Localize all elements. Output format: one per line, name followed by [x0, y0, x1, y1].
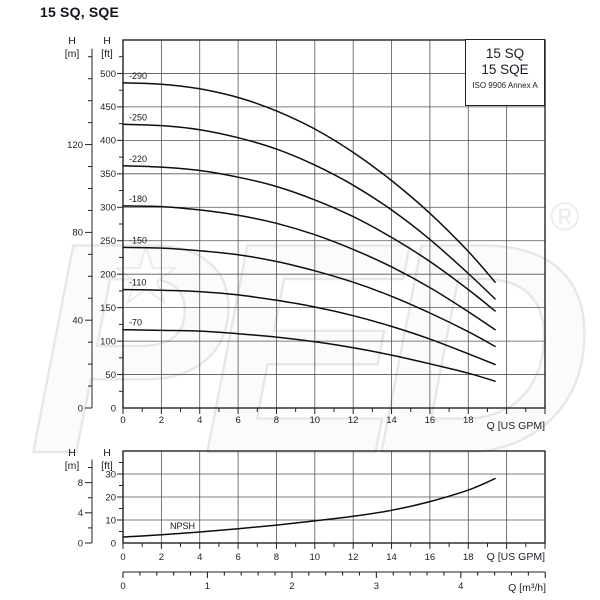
- ft-tick-label: 200: [100, 269, 116, 280]
- x-tick-label: 0: [120, 415, 125, 426]
- npsh-x-axis-title: Q [US GPM]: [487, 551, 545, 563]
- curve-label--70: -70: [129, 318, 142, 328]
- main-ft-axis-unit: [ft]: [101, 48, 113, 60]
- ft-tick-label: 150: [100, 303, 116, 314]
- npsh-frame: [122, 450, 546, 544]
- curve--180: [122, 205, 496, 331]
- x2-tick-label: 1: [205, 581, 210, 592]
- curve-label--110: -110: [129, 278, 146, 288]
- ft-tick-label: 400: [100, 136, 116, 147]
- x2-tick-label: 0: [120, 581, 125, 592]
- ft-tick-label: 100: [100, 336, 116, 347]
- npsh-x2-axis: [122, 571, 546, 578]
- main-ticks: [85, 48, 546, 414]
- x2-tick-label: 3: [374, 581, 379, 592]
- x-tick-label: 4: [197, 552, 202, 563]
- x-tick-label: 0: [120, 552, 125, 563]
- m-tick-label: 80: [72, 228, 83, 239]
- npsh-x2-tick-labels: 0 1 2 3 4: [120, 581, 463, 592]
- npsh-m-axis-title: H: [68, 447, 76, 459]
- x-tick-label: 16: [425, 552, 436, 563]
- m-tick-label: 8: [78, 478, 83, 489]
- x-tick-label: 8: [274, 552, 279, 563]
- npsh-grid: [123, 451, 545, 543]
- x-tick-label: 6: [235, 552, 240, 563]
- x-tick-label: 16: [425, 415, 436, 426]
- curve--290: [122, 82, 496, 283]
- curve-label-NPSH: NPSH: [170, 521, 195, 531]
- ft-tick-label: 350: [100, 169, 116, 180]
- curve-label--290: -290: [129, 71, 147, 81]
- npsh-ft-axis-title: H: [103, 447, 111, 459]
- x-tick-label: 12: [348, 552, 359, 563]
- ft-tick-label: 30: [105, 469, 116, 480]
- x-tick-label: 6: [235, 415, 240, 426]
- ft-tick-label: 250: [100, 236, 116, 247]
- curve--150: [122, 246, 496, 348]
- legend-standard: ISO 9906 Annex A: [472, 81, 538, 90]
- x-tick-label: 8: [274, 415, 279, 426]
- x-tick-label: 4: [197, 415, 202, 426]
- main-frame: [122, 39, 546, 409]
- m-tick-label: 40: [72, 315, 83, 326]
- ft-tick-label: 50: [105, 370, 116, 381]
- x-tick-label: 18: [463, 552, 474, 563]
- curve-NPSH: [122, 477, 496, 538]
- page-title: 15 SQ, SQE: [40, 4, 120, 20]
- m-tick-label: 0: [78, 403, 83, 414]
- legend-model-sq: 15 SQ: [485, 46, 525, 61]
- ft-tick-label: 10: [105, 515, 116, 526]
- npsh-curves: [122, 477, 496, 538]
- x-tick-label: 12: [348, 415, 359, 426]
- npsh-curve-labels: NPSH: [170, 521, 195, 531]
- legend-model-sqe: 15 SQE: [481, 62, 529, 77]
- curve--110: [122, 288, 496, 366]
- x-tick-label: 18: [463, 415, 474, 426]
- ft-tick-label: 20: [105, 492, 116, 503]
- main-curve-labels: -290 -250 -220 -180 -150 -110 -70: [129, 71, 147, 328]
- x-tick-label: 2: [159, 415, 164, 426]
- main-m-axis-unit: [m]: [65, 48, 80, 60]
- main-ft-axis-title: H: [103, 35, 111, 47]
- curve--250: [122, 123, 496, 300]
- npsh-m-axis-unit: [m]: [65, 460, 80, 472]
- npsh-ft-axis-unit: [ft]: [101, 460, 113, 472]
- m-tick-label: 0: [78, 538, 83, 549]
- main-tick-labels: 0 2 4 6 8 10 12 14 16 180501001502002503003504004…: [67, 69, 473, 426]
- npsh-tick-labels: 0 2 4 6 8 10 12 14 16 18 0 10 20 30 0 4 8: [78, 469, 474, 563]
- x2-tick-label: 2: [289, 581, 294, 592]
- ft-tick-label: 300: [100, 203, 116, 214]
- curve-label--150: -150: [129, 235, 147, 245]
- curve--220: [122, 165, 496, 312]
- ft-tick-label: 450: [100, 102, 116, 113]
- x-tick-label: 14: [386, 415, 397, 426]
- watermark-registered-icon: ®: [550, 195, 579, 239]
- m-tick-label: 120: [67, 140, 83, 151]
- legend-box: 15 SQ 15 SQE ISO 9906 Annex A: [465, 39, 545, 106]
- curve-label--180: -180: [129, 194, 147, 204]
- x-tick-label: 14: [386, 552, 397, 563]
- npsh-x2-axis-title: Q [m³/h]: [508, 582, 546, 594]
- m-tick-label: 4: [78, 508, 83, 519]
- curve-label--220: -220: [129, 154, 147, 164]
- curve-label--250: -250: [129, 112, 147, 122]
- ft-tick-label: 500: [100, 69, 116, 80]
- main-curves: [122, 82, 496, 382]
- curve--70: [122, 328, 496, 382]
- ft-tick-label: 0: [111, 403, 116, 414]
- x-tick-label: 2: [159, 552, 164, 563]
- ft-tick-label: 0: [111, 538, 116, 549]
- x2-tick-label: 4: [458, 581, 463, 592]
- main-m-axis-title: H: [68, 35, 76, 47]
- watermark-star-icon: ★: [112, 234, 180, 319]
- x-tick-label: 10: [310, 552, 321, 563]
- x-tick-label: 10: [310, 415, 321, 426]
- main-x-axis-title: Q [US GPM]: [487, 420, 545, 432]
